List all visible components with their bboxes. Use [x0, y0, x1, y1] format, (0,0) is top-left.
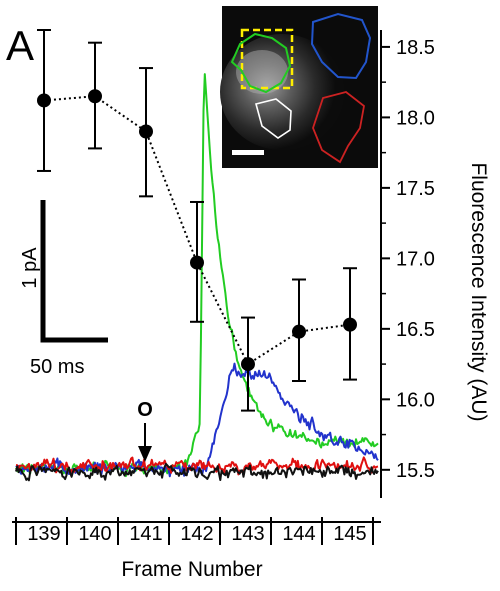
x-tick-label: 141 [129, 523, 162, 545]
data-point [343, 317, 357, 332]
data-point [139, 124, 153, 139]
y-axis-right: 15.5 16.0 16.5 17.0 17.5 18.0 18.5 Fluorescenc… [380, 30, 490, 498]
inset-roi-white [255, 98, 292, 139]
y-tick-label: 17.5 [396, 178, 435, 200]
current-trace [15, 456, 379, 476]
current-trace [15, 362, 379, 478]
panel-label: A [6, 22, 34, 69]
event-marker: O [137, 399, 153, 462]
x-ticks: 139 140 141 142 143 144 145 [15, 517, 374, 545]
inset-roi-blue [310, 12, 372, 80]
x-tick-label: 143 [231, 523, 264, 545]
x-tick-label: 140 [78, 523, 111, 545]
data-point [190, 255, 204, 270]
x-axis: 139 140 141 142 143 144 145 Frame Number [12, 517, 381, 581]
current-trace [15, 73, 379, 478]
event-marker-label: O [137, 399, 153, 421]
current-traces [15, 73, 379, 482]
y-tick-label: 17.0 [396, 248, 435, 270]
y-ticks: 15.5 16.0 16.5 17.0 17.5 18.0 18.5 [381, 37, 435, 482]
x-tick-label: 145 [333, 523, 366, 545]
x-tick-label: 139 [27, 523, 60, 545]
scale-bar-horizontal-label: 50 ms [30, 356, 84, 378]
inset-scale-bar [232, 150, 264, 155]
y-tick-label: 18.5 [396, 37, 435, 59]
x-tick-label: 144 [282, 523, 315, 545]
data-point [37, 93, 51, 108]
y-tick-label: 16.0 [396, 389, 435, 411]
y-tick-label: 16.5 [396, 319, 435, 341]
current-trace [15, 462, 379, 482]
data-point [88, 89, 102, 104]
data-point [292, 324, 306, 339]
fluorescence-series [37, 29, 357, 412]
y-tick-label: 15.5 [396, 460, 435, 482]
data-point [241, 357, 255, 372]
inset-cell [220, 34, 344, 150]
y-axis-title: Fluorescence Intensity (AU) [467, 162, 490, 421]
y-tick-label: 18.0 [396, 107, 435, 129]
scale-bar-vertical-label: 1 pA [19, 247, 41, 289]
x-axis-title: Frame Number [121, 558, 262, 581]
inset-image [220, 6, 378, 168]
inset-roi-yellow [240, 28, 294, 90]
inset-roi-red [312, 91, 365, 164]
event-marker-arrowhead [138, 446, 152, 462]
scale-bar: 1 pA 50 ms [19, 200, 108, 378]
x-tick-label: 142 [180, 523, 213, 545]
inset-roi-green [230, 32, 292, 94]
